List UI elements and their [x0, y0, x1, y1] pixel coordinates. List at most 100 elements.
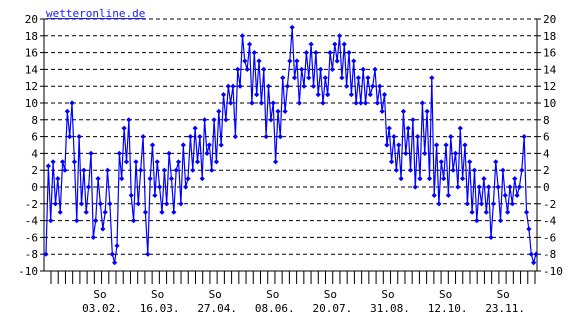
data-point: [138, 167, 144, 173]
data-point: [450, 167, 456, 173]
y-tick-label-right: 2: [543, 164, 550, 177]
data-point: [407, 167, 414, 173]
date-label: 20.07.: [313, 302, 353, 315]
data-point: [448, 134, 454, 140]
weekday-label: So: [381, 288, 394, 301]
data-point: [512, 176, 518, 182]
y-tick-label-right: -4: [543, 215, 557, 228]
y-tick-label-right: -8: [543, 248, 556, 261]
data-point: [419, 100, 425, 106]
y-tick-label-left: -2: [25, 198, 38, 211]
data-point: [119, 176, 125, 182]
data-point: [521, 134, 527, 140]
data-point: [55, 176, 61, 182]
data-point: [391, 134, 397, 140]
y-tick-labels-right: -10 -8 -6 -4 -2 0 2 4 6 8 10 12 14 16 18 20: [543, 13, 563, 278]
data-point: [142, 209, 149, 215]
weekday-labels: So So So So So So So So: [93, 288, 509, 301]
data-point: [244, 66, 250, 72]
data-point: [455, 184, 461, 190]
data-point: [249, 100, 255, 106]
data-point: [490, 201, 496, 207]
data-point: [313, 50, 319, 56]
data-point: [441, 176, 447, 182]
series-line: [45, 27, 537, 265]
data-point: [507, 184, 513, 190]
data-point: [478, 201, 485, 207]
data-point: [317, 66, 324, 72]
data-point: [389, 159, 395, 165]
data-point: [403, 150, 409, 156]
y-tick-label-right: 16: [543, 47, 556, 60]
data-point: [325, 92, 331, 98]
data-point: [377, 83, 383, 89]
data-point: [112, 260, 118, 266]
y-tick-label-right: 0: [543, 181, 550, 194]
data-point: [161, 167, 167, 173]
data-point: [185, 176, 191, 182]
data-point: [123, 159, 130, 165]
data-point: [93, 218, 99, 224]
data-point: [104, 167, 111, 173]
data-point: [310, 83, 317, 89]
data-point: [344, 83, 350, 89]
data-point: [308, 41, 314, 47]
y-tick-label-right: 14: [543, 63, 557, 76]
data-point: [379, 108, 385, 114]
data-point: [457, 125, 463, 131]
data-point: [329, 66, 336, 72]
data-point: [81, 167, 87, 173]
data-point: [367, 92, 373, 98]
data-point: [277, 134, 283, 140]
weekday-label: So: [209, 288, 222, 301]
data-point: [175, 159, 182, 165]
data-point: [258, 100, 265, 106]
date-label: 31.08.: [370, 302, 410, 315]
data-point: [152, 192, 158, 198]
data-point: [265, 83, 272, 89]
data-point: [154, 159, 160, 165]
source-watermark[interactable]: wetteronline.de: [46, 7, 145, 20]
date-label: 03.02.: [82, 302, 122, 315]
data-point: [50, 159, 56, 165]
data-point: [514, 192, 520, 198]
data-point: [164, 201, 170, 207]
data-point: [412, 184, 418, 190]
data-point: [59, 159, 66, 165]
y-tick-label-left: 12: [25, 80, 38, 93]
data-point: [384, 142, 390, 148]
data-point: [320, 100, 326, 106]
data-point: [83, 209, 89, 215]
y-tick-label-left: -6: [25, 231, 38, 244]
date-label: 08.06.: [255, 302, 295, 315]
y-tick-label-right: 8: [543, 114, 550, 127]
data-point: [410, 117, 416, 123]
data-point: [213, 159, 220, 165]
data-point: [294, 58, 300, 64]
data-point: [303, 50, 309, 56]
data-point: [235, 66, 241, 72]
data-point: [531, 260, 537, 266]
data-point: [398, 176, 404, 182]
data-point: [464, 201, 470, 207]
wetteronline-link[interactable]: wetteronline.de: [46, 7, 145, 20]
data-point: [386, 125, 392, 131]
data-point: [502, 192, 508, 198]
data-point: [355, 75, 362, 81]
data-point: [90, 234, 96, 240]
y-tick-label-left: 8: [31, 114, 38, 127]
data-point: [334, 58, 340, 64]
data-point: [353, 100, 359, 106]
y-tick-label-right: 20: [543, 13, 556, 26]
data-point: [429, 75, 435, 81]
data-point: [443, 142, 449, 148]
x-ticks: [50, 271, 536, 284]
y-tick-label-left: 0: [31, 181, 38, 194]
data-point: [135, 201, 141, 207]
y-tick-label-right: 10: [543, 97, 556, 110]
data-point: [100, 226, 106, 232]
data-point: [239, 33, 246, 39]
data-point: [237, 83, 243, 89]
